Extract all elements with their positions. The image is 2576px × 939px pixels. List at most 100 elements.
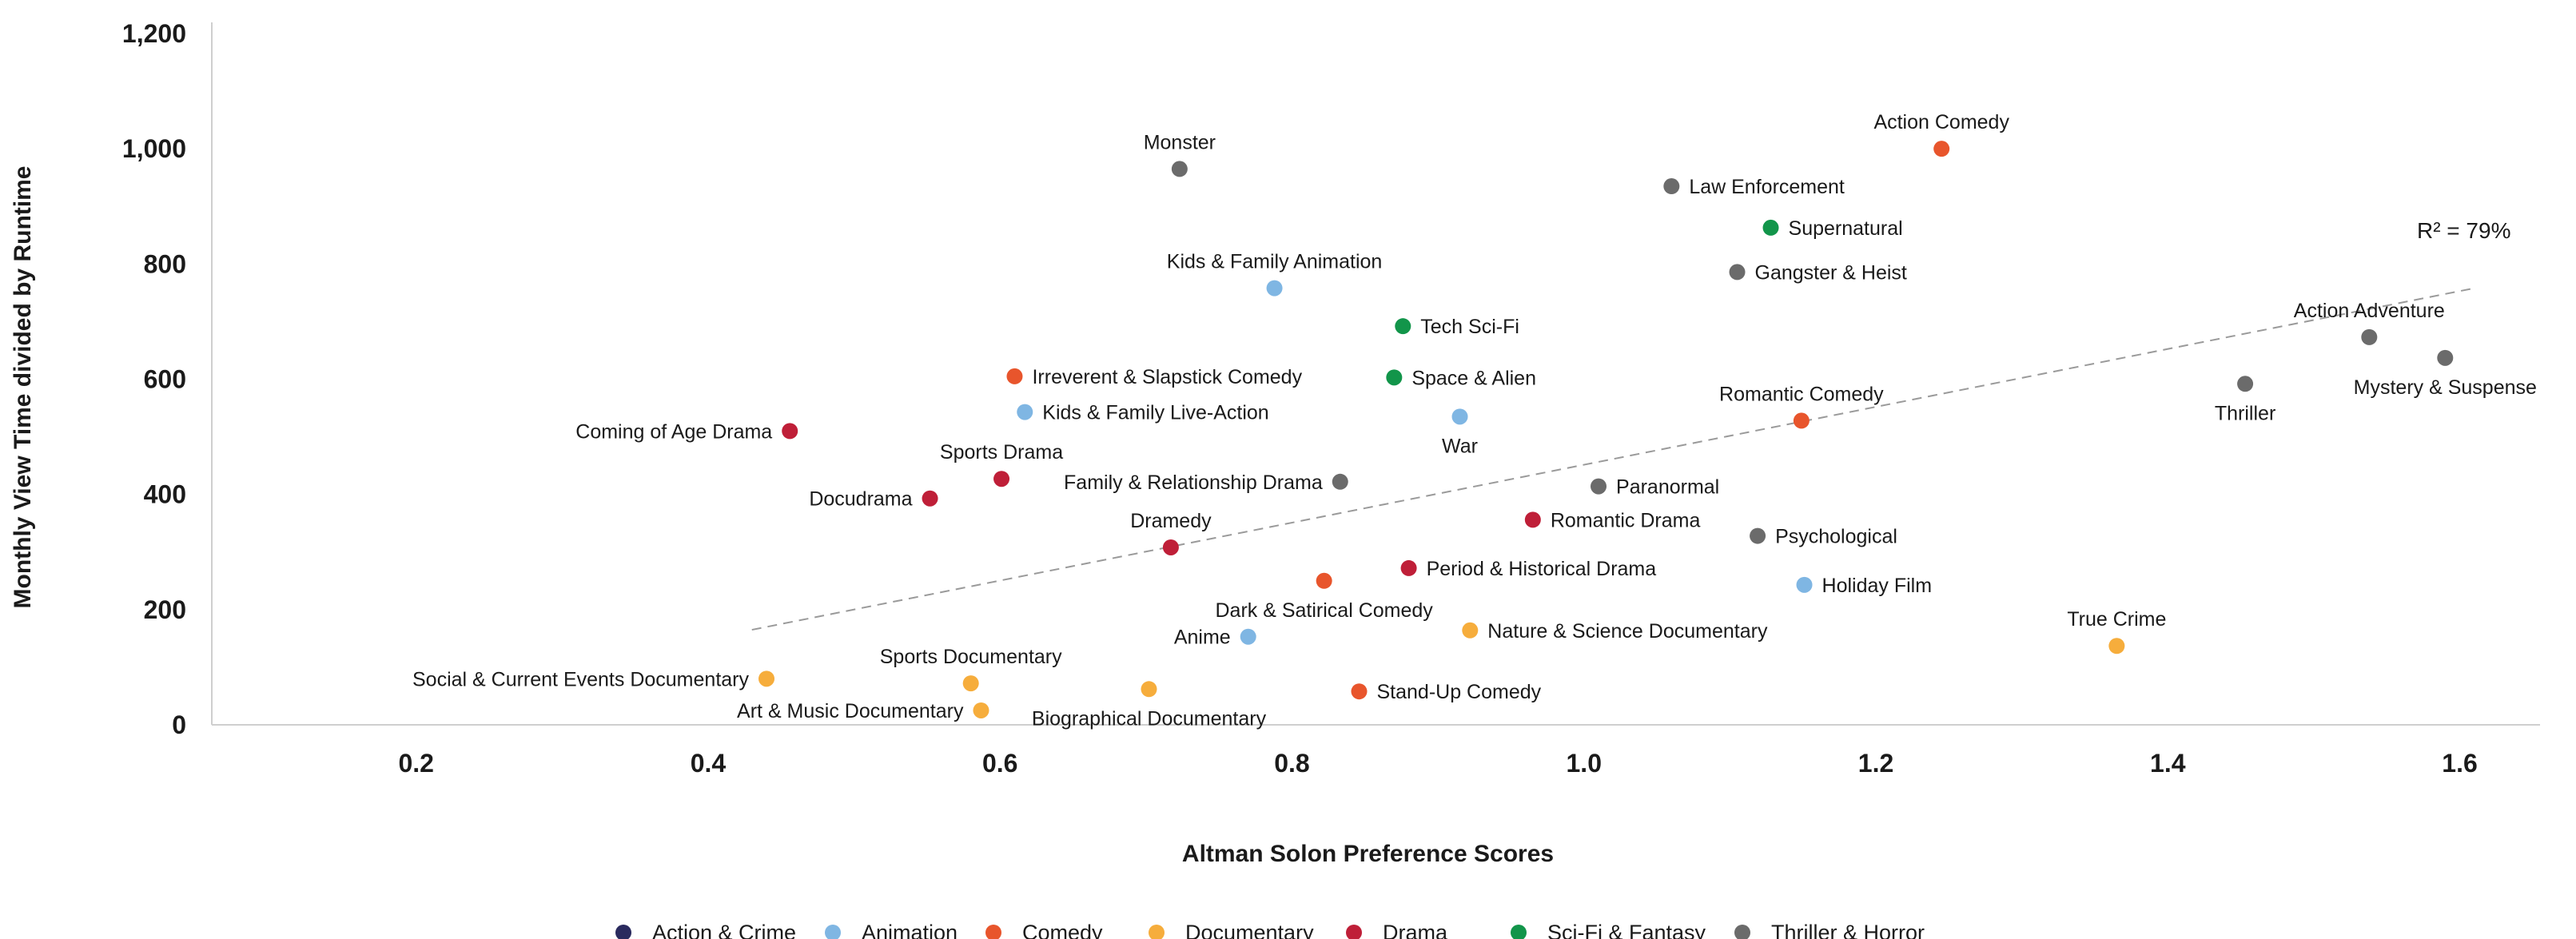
legend-marker xyxy=(1149,925,1165,939)
legend-marker xyxy=(1734,925,1750,939)
y-tick-label: 800 xyxy=(144,249,186,278)
legend-item: Drama xyxy=(1346,921,1448,939)
legend-label: Action & Crime xyxy=(652,921,796,939)
data-point xyxy=(1017,404,1033,420)
point-label: Action Adventure xyxy=(2294,300,2445,322)
data-point xyxy=(1462,622,1479,639)
point-label: Family & Relationship Drama xyxy=(1064,471,1323,494)
legend-label: Documentary xyxy=(1185,921,1314,939)
point-label: Mystery & Suspense xyxy=(2354,376,2537,399)
legend-marker xyxy=(1511,925,1527,939)
data-point xyxy=(1793,412,1810,429)
points-group xyxy=(758,141,2454,718)
data-point xyxy=(993,471,1010,487)
point-label: Biographical Documentary xyxy=(1032,707,1267,730)
data-point xyxy=(1796,576,1813,593)
point-label: Stand-Up Comedy xyxy=(1376,681,1541,703)
data-point xyxy=(1006,368,1023,384)
data-point xyxy=(782,423,798,440)
point-labels-group: Monster Action Comedy Law Enforcement Super… xyxy=(412,111,2537,730)
x-tick-label: 1.4 xyxy=(2150,749,2186,778)
data-point xyxy=(1400,559,1417,576)
annotations-group: R² = 79% xyxy=(2417,218,2511,243)
point-label: Tech Sci-Fi xyxy=(1420,316,1519,338)
point-label: True Crime xyxy=(2067,608,2166,631)
data-point xyxy=(1141,681,1157,698)
point-label: Supernatural xyxy=(1789,217,1903,240)
data-point xyxy=(1663,178,1680,195)
legend-label: Sci-Fi & Fantasy xyxy=(1547,921,1706,939)
point-label: Action Comedy xyxy=(1873,111,2009,133)
y-tick-label: 0 xyxy=(172,710,186,739)
y-axis-title: Monthly View Time divided by Runtime xyxy=(10,166,36,609)
point-label: War xyxy=(1442,435,1478,457)
y-tick-label: 600 xyxy=(144,365,186,394)
data-point xyxy=(973,702,989,718)
x-tick-label: 0.6 xyxy=(982,749,1017,778)
point-label: Paranormal xyxy=(1616,476,1719,499)
point-label: Holiday Film xyxy=(1822,575,1933,597)
point-label: Docudrama xyxy=(809,488,912,511)
data-point xyxy=(1729,264,1746,281)
point-label: Anime xyxy=(1174,627,1231,649)
legend-label: Animation xyxy=(862,921,958,939)
legend-marker xyxy=(1346,925,1362,939)
point-label: Sports Documentary xyxy=(880,646,1062,668)
legend: Action & Crime Animation Comedy Documentary… xyxy=(615,921,1925,939)
data-point xyxy=(1240,628,1256,645)
y-tick-label: 200 xyxy=(144,595,186,624)
data-point xyxy=(2108,638,2125,655)
r-squared-annotation: R² = 79% xyxy=(2417,218,2511,243)
data-point xyxy=(1332,473,1348,490)
legend-marker xyxy=(825,925,841,939)
y-tick-label: 1,000 xyxy=(122,134,186,163)
axes: 0 200 400 600 800 1,000 1,200 0.2 0.4 0.6 0.8 1.0 1.… xyxy=(10,19,2540,867)
x-tick-label: 0.2 xyxy=(398,749,433,778)
point-label: Kids & Family Live-Action xyxy=(1042,402,1268,424)
data-point xyxy=(922,490,938,507)
legend-marker xyxy=(615,925,631,939)
data-point xyxy=(1933,141,1950,157)
data-point xyxy=(2437,349,2454,366)
trendline-group xyxy=(751,287,2475,631)
point-label: Sports Drama xyxy=(940,441,1063,464)
point-label: Romantic Comedy xyxy=(1719,383,1884,405)
legend-item: Animation xyxy=(825,921,958,939)
point-label: Dramedy xyxy=(1130,510,1212,532)
x-tick-label: 1.2 xyxy=(1858,749,1893,778)
y-tick-label: 400 xyxy=(144,480,186,509)
y-tick-label: 1,200 xyxy=(122,19,186,48)
x-axis-title: Altman Solon Preference Scores xyxy=(1182,841,1554,867)
point-label: Romantic Drama xyxy=(1551,509,1701,531)
legend-item: Action & Crime xyxy=(615,921,796,939)
point-label: Irreverent & Slapstick Comedy xyxy=(1032,366,1302,388)
data-point xyxy=(758,670,775,687)
point-label: Period & Historical Drama xyxy=(1427,558,1657,580)
legend-item: Documentary xyxy=(1149,921,1314,939)
data-point xyxy=(1451,408,1468,425)
data-point xyxy=(1266,280,1283,296)
legend-marker xyxy=(985,925,1001,939)
legend-item: Thriller & Horror xyxy=(1734,921,1925,939)
data-point xyxy=(2237,376,2254,392)
point-label: Psychological xyxy=(1775,526,1897,548)
data-point xyxy=(1591,478,1607,495)
trendline xyxy=(751,287,2475,631)
legend-item: Sci-Fi & Fantasy xyxy=(1511,921,1706,939)
legend-item: Comedy xyxy=(985,921,1103,939)
data-point xyxy=(2361,328,2378,345)
point-label: Space & Alien xyxy=(1411,367,1536,389)
x-tick-label: 0.8 xyxy=(1274,749,1309,778)
x-tick-label: 1.6 xyxy=(2442,749,2477,778)
data-point xyxy=(1386,369,1403,386)
point-label: Social & Current Events Documentary xyxy=(412,668,750,690)
data-point xyxy=(1171,161,1188,177)
x-tick-label: 0.4 xyxy=(691,749,727,778)
data-point xyxy=(1395,318,1411,335)
point-label: Gangster & Heist xyxy=(1755,261,1907,284)
data-point xyxy=(1524,511,1541,528)
point-label: Kids & Family Animation xyxy=(1167,251,1383,273)
data-point xyxy=(1750,527,1766,544)
legend-label: Comedy xyxy=(1022,921,1103,939)
data-point xyxy=(1162,539,1179,555)
